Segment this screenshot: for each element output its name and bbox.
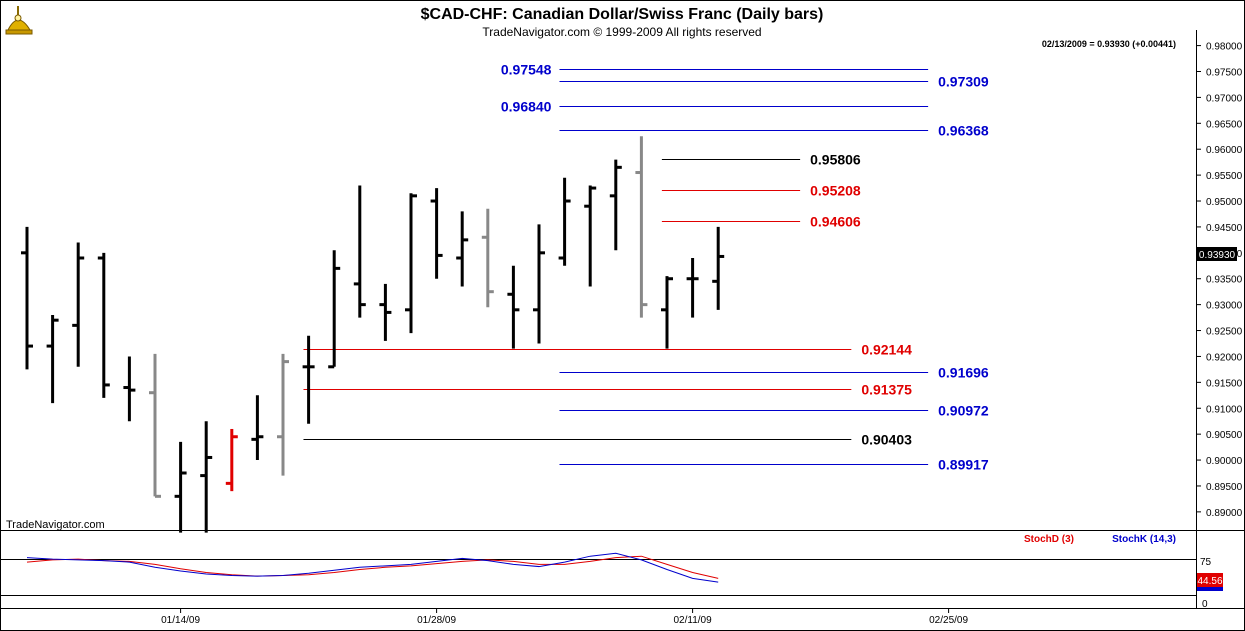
price-tick-label: 0.89000 xyxy=(1206,508,1243,519)
ohlc-bar xyxy=(277,353,289,476)
watermark: TradeNavigator.com xyxy=(6,519,105,531)
time-tick-label: 01/14/09 xyxy=(161,615,200,626)
ohlc-bar xyxy=(712,226,725,310)
ohlc-bar xyxy=(481,208,494,308)
price-tick-label: 0.91500 xyxy=(1206,378,1243,389)
price-tick-label: 0.93500 xyxy=(1206,275,1243,286)
ohlc-bar xyxy=(251,395,264,461)
ohlc-bar xyxy=(584,185,597,287)
level-label: 0.97309 xyxy=(938,74,989,90)
price-tick-label: 0.94500 xyxy=(1206,223,1243,234)
ohlc-bar xyxy=(97,252,110,398)
sextant-icon xyxy=(5,6,33,35)
last-quote: 02/13/2009 = 0.93930 (+0.00441) xyxy=(1042,39,1176,49)
time-tick-label: 02/11/09 xyxy=(674,615,713,626)
stoch-d-legend: StochD (3) xyxy=(1024,534,1074,545)
level-label: 0.96840 xyxy=(501,99,552,115)
price-tick-label: 0.90000 xyxy=(1206,456,1243,467)
price-tick-label: 0.96000 xyxy=(1206,145,1243,156)
ohlc-bar xyxy=(46,314,59,404)
stoch-k-line xyxy=(26,552,719,583)
ohlc-bar xyxy=(686,258,699,318)
price-tick-label: 0.97500 xyxy=(1206,67,1243,78)
ohlc-bar xyxy=(225,428,238,492)
last-price-label: 0.93930 xyxy=(1199,250,1236,261)
time-axis: 01/14/09 01/28/09 02/11/09 02/25/09 xyxy=(161,608,968,626)
time-tick-label: 01/28/09 xyxy=(417,615,456,626)
price-tick-label: 0.95000 xyxy=(1206,197,1243,208)
price-tick-label: 0.92500 xyxy=(1206,327,1243,338)
ohlc-bar xyxy=(72,242,85,367)
stoch-last-box-k xyxy=(1197,587,1223,591)
level-label: 0.90403 xyxy=(861,432,912,448)
stochastic-panel: StochD (3) StochK (14,3) 75 0 44.56 xyxy=(1,534,1223,610)
price-bars xyxy=(21,136,725,533)
price-tick-label: 0.93000 xyxy=(1206,301,1243,312)
level-label: 0.90972 xyxy=(938,403,989,419)
stoch-tick-75: 75 xyxy=(1200,557,1212,568)
ohlc-bar xyxy=(558,177,571,266)
ohlc-bar xyxy=(456,211,469,287)
ohlc-bar xyxy=(174,441,187,533)
stoch-tick-0: 0 xyxy=(1202,599,1208,610)
level-label: 0.91375 xyxy=(861,382,912,398)
chart-title: $CAD-CHF: Canadian Dollar/Swiss Franc (D… xyxy=(421,6,824,23)
ohlc-bar xyxy=(379,283,392,341)
stoch-last-label: 44.56 xyxy=(1197,576,1222,587)
ohlc-bar xyxy=(430,188,443,279)
last-price-box xyxy=(1197,247,1237,261)
price-tick-label: 0.92000 xyxy=(1206,352,1243,363)
price-tick-label: 0.90500 xyxy=(1206,430,1243,441)
ohlc-bar xyxy=(149,353,161,498)
level-label: 0.92144 xyxy=(861,342,912,358)
ohlc-bar xyxy=(635,136,648,318)
ohlc-bar xyxy=(609,159,622,251)
ohlc-bar xyxy=(328,250,341,369)
level-label: 0.96368 xyxy=(938,123,989,139)
ohlc-bar xyxy=(123,356,136,422)
time-tick-label: 02/25/09 xyxy=(929,615,968,626)
ohlc-bar xyxy=(507,265,520,349)
ohlc-bar xyxy=(200,421,213,533)
ohlc-bar xyxy=(21,226,33,370)
level-label: 0.95208 xyxy=(810,183,861,199)
level-label: 0.91696 xyxy=(938,365,989,381)
level-label: 0.89917 xyxy=(938,457,989,473)
price-tick-label: 0.91000 xyxy=(1206,404,1243,415)
ohlc-bar xyxy=(405,193,417,334)
stoch-d-line xyxy=(26,555,719,579)
level-label: 0.94606 xyxy=(810,214,861,230)
price-tick-label: 0.89500 xyxy=(1206,482,1243,493)
stoch-last-box xyxy=(1197,573,1223,587)
ohlc-bar xyxy=(353,185,366,318)
price-tick-label: 0.96500 xyxy=(1206,119,1243,130)
price-tick-label: 0.98000 xyxy=(1206,42,1243,53)
ohlc-bar xyxy=(533,224,545,344)
level-lines: 0.97548 0.97309 0.96840 0.96368 0.95806 0.952… xyxy=(303,62,989,473)
price-tick-label: 0.97000 xyxy=(1206,93,1243,104)
price-tick-label: 0.95500 xyxy=(1206,171,1243,182)
stoch-k-legend: StochK (14,3) xyxy=(1112,534,1176,545)
ohlc-bar xyxy=(302,335,315,424)
level-label: 0.97548 xyxy=(501,62,552,78)
chart-subtitle: TradeNavigator.com © 1999-2009 All right… xyxy=(482,25,761,39)
ohlc-bar xyxy=(661,276,673,349)
level-label: 0.95806 xyxy=(810,152,861,168)
